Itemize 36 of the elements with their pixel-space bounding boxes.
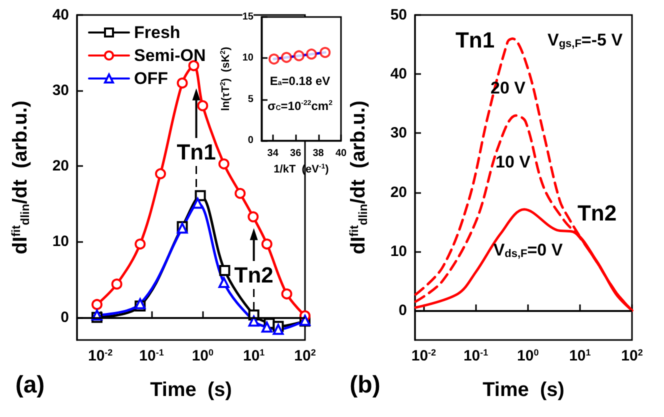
y-tick-label: 20 [390, 184, 407, 201]
text: (b) [350, 372, 380, 398]
y-tick-label: 30 [52, 82, 69, 100]
y-tick-label: 10 [52, 233, 69, 250]
y-axis-title: dIfitdlin/dt (arb.u.) [9, 100, 32, 254]
x-tick-label: 36 [290, 148, 302, 160]
y-tick-label: 10 [242, 52, 254, 64]
y-tick-label: 10 [390, 242, 407, 260]
annotation: Tn2 [577, 200, 617, 226]
annotation: Tn2 [234, 262, 274, 288]
y-tick-label: 15 [242, 12, 254, 22]
x-axis-title: Time (s) [482, 379, 564, 401]
annotation: 10 V [496, 152, 532, 172]
legend-label: Semi-ON [134, 46, 206, 65]
annotation: Tn1 [455, 28, 495, 52]
y-tick-label: 0 [398, 302, 407, 319]
y-tick-label: 0 [60, 308, 69, 326]
x-tick-label: 40 [335, 148, 347, 160]
annotation: Vgs,F=-5 V [547, 30, 624, 50]
x-tick-label: 38 [312, 148, 324, 160]
y-tick-label: 20 [52, 158, 69, 175]
annotation: 20 V [490, 78, 526, 98]
y-tick-label: 0 [248, 135, 254, 146]
y-tick-label: 50 [390, 6, 407, 24]
legend-label: Fresh [134, 23, 180, 42]
y-tick-label: 30 [390, 124, 407, 142]
text: (a) [15, 372, 45, 398]
legend-label: OFF [134, 69, 168, 88]
y-tick-label: 5 [248, 94, 254, 105]
x-axis-title: Time (s) [150, 379, 232, 401]
annotation: Vds,F=0 V [493, 240, 564, 260]
x-tick-label: 34 [267, 148, 279, 160]
annotation: Tn1 [176, 140, 216, 164]
y-tick-label: 40 [52, 6, 69, 24]
y-tick-label: 40 [390, 66, 407, 83]
y-axis-title: dIfitdlin/dt (arb.u.) [347, 100, 370, 254]
